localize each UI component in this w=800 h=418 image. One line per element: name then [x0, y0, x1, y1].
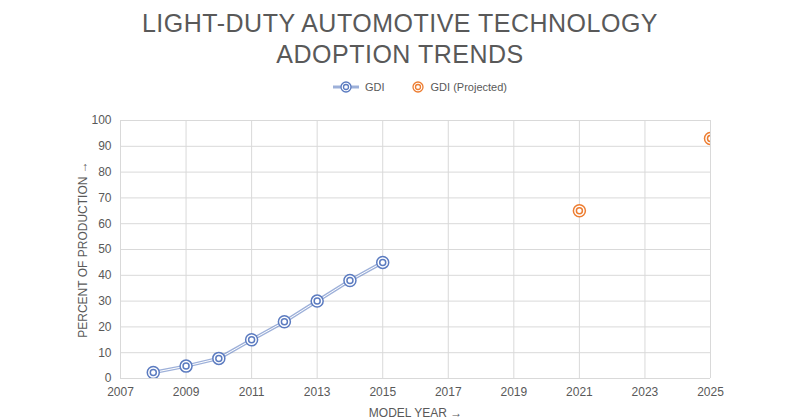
svg-text:PERCENT OF PRODUCTION →: PERCENT OF PRODUCTION →: [76, 161, 90, 337]
svg-text:70: 70: [98, 191, 112, 205]
svg-text:2023: 2023: [632, 385, 659, 399]
svg-text:20: 20: [98, 320, 112, 334]
svg-text:100: 100: [91, 113, 111, 127]
svg-text:2013: 2013: [304, 385, 331, 399]
svg-text:2017: 2017: [435, 385, 462, 399]
html-text:GDI: GDI: [365, 81, 385, 93]
svg-text:40: 40: [98, 268, 112, 282]
svg-text:80: 80: [98, 165, 112, 179]
svg-text:0: 0: [105, 371, 112, 385]
html-text:GDI (Projected): GDI (Projected): [430, 81, 507, 93]
svg-text:50: 50: [98, 242, 112, 256]
svg-text:2011: 2011: [239, 385, 265, 399]
svg-text:2025: 2025: [697, 385, 724, 399]
svg-text:2019: 2019: [500, 385, 527, 399]
svg-text:2009: 2009: [173, 385, 200, 399]
svg-text:90: 90: [98, 139, 112, 153]
svg-text:2007: 2007: [107, 385, 134, 399]
svg-text:2021: 2021: [566, 385, 593, 399]
svg-text:30: 30: [98, 294, 112, 308]
svg-text:MODEL YEAR →: MODEL YEAR →: [369, 406, 462, 418]
html-text:LIGHT-DUTY AUTOMOTIVE TECHNOLO: LIGHT-DUTY AUTOMOTIVE TECHNOLOGY ADOPTIO…: [142, 9, 658, 68]
svg-text:2015: 2015: [369, 385, 396, 399]
svg-text:60: 60: [98, 217, 112, 231]
svg-text:10: 10: [98, 346, 112, 360]
